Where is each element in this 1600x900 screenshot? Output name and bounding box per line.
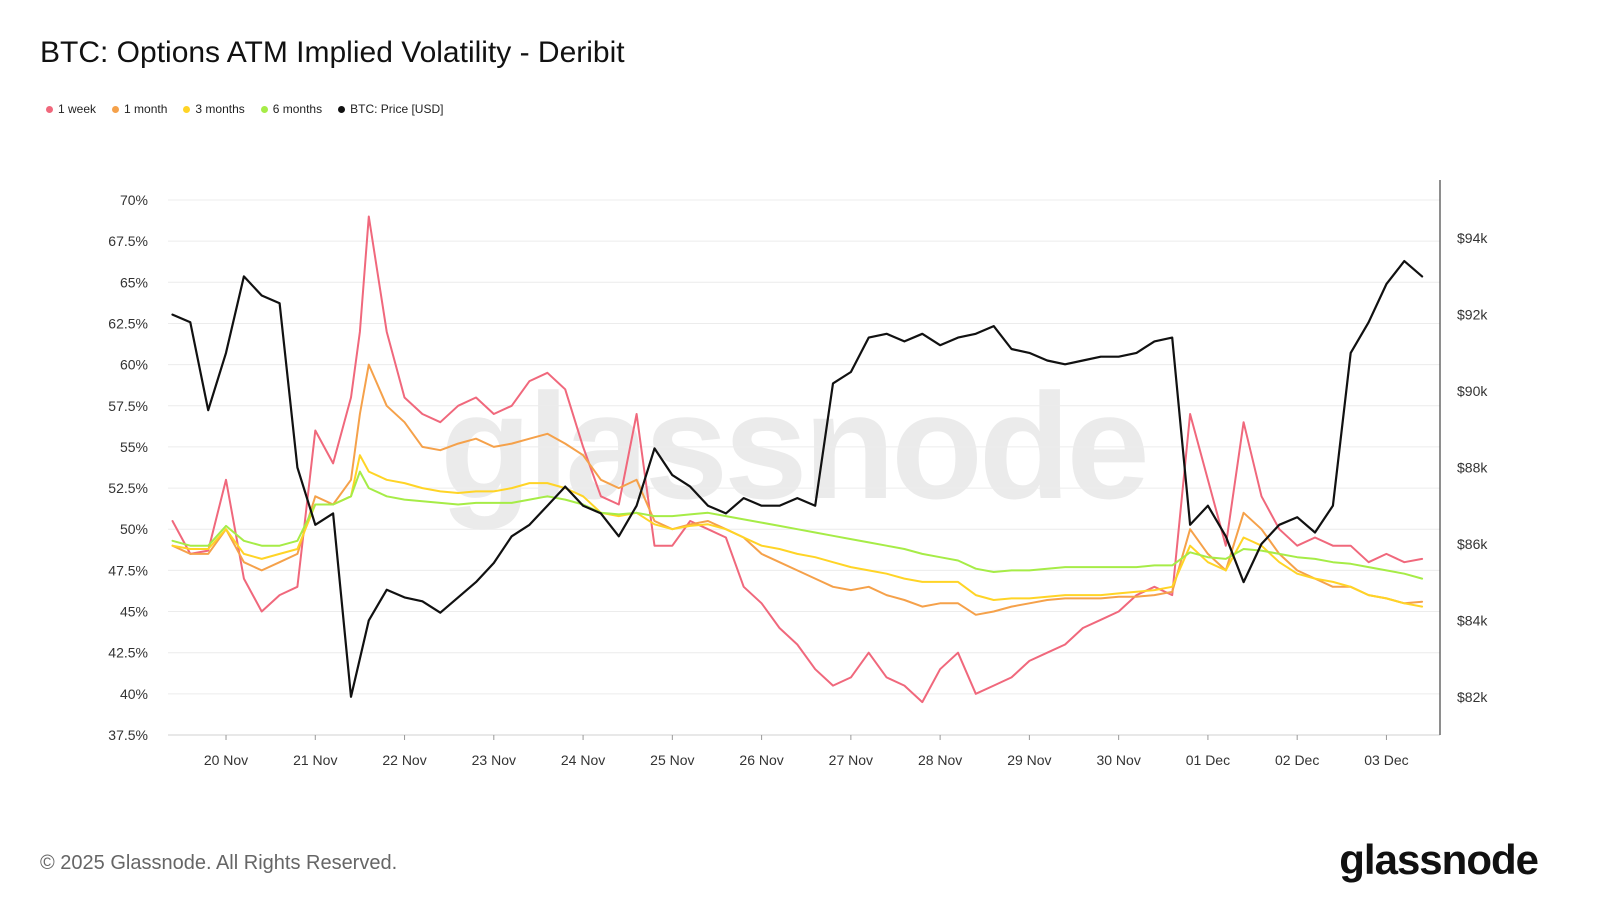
legend-dot-icon <box>46 105 53 113</box>
brand-logo: glassnode <box>1339 836 1539 883</box>
y-left-tick-label: 45% <box>120 604 148 620</box>
legend-dot-icon <box>183 105 191 113</box>
x-tick-label: 27 Nov <box>829 752 873 768</box>
x-tick-label: 28 Nov <box>918 752 962 768</box>
y-left-tick-label: 57.5% <box>108 398 148 414</box>
watermark: glassnode <box>440 362 1150 530</box>
y-right-tick-label: $90k <box>1457 383 1488 399</box>
series-line-6-months <box>171 470 1424 580</box>
x-tick-label: 26 Nov <box>739 752 783 768</box>
x-tick-label: 29 Nov <box>1007 752 1051 768</box>
y-right-tick-label: $82k <box>1457 689 1488 705</box>
y-left-tick-label: 65% <box>120 274 148 290</box>
x-tick-label: 30 Nov <box>1096 752 1140 768</box>
legend-label: BTC: Price [USD] <box>350 102 444 116</box>
x-tick-label: 20 Nov <box>204 752 248 768</box>
y-left-tick-label: 40% <box>120 686 148 702</box>
legend: 1 week 1 month 3 months 6 months BTC: Price … <box>46 102 443 116</box>
x-tick-label: 24 Nov <box>561 752 605 768</box>
y-left-tick-label: 55% <box>120 439 148 455</box>
x-tick-label: 23 Nov <box>472 752 516 768</box>
y-left-tick-label: 37.5% <box>108 727 148 743</box>
x-tick-label: 01 Dec <box>1186 752 1230 768</box>
legend-label: 6 months <box>272 102 323 116</box>
y-left-tick-label: 67.5% <box>108 233 148 249</box>
legend-item[interactable]: 3 months <box>183 102 245 116</box>
legend-label: 1 week <box>58 102 97 116</box>
y-left-tick-label: 52.5% <box>108 480 148 496</box>
x-tick-label: 21 Nov <box>293 752 337 768</box>
y-right-tick-label: $88k <box>1457 460 1488 476</box>
chart-title: BTC: Options ATM Implied Volatility - De… <box>40 36 625 69</box>
y-right-tick-label: $84k <box>1457 612 1488 628</box>
legend-item[interactable]: 6 months <box>260 102 323 116</box>
legend-label: 1 month <box>124 102 168 116</box>
y-left-tick-label: 42.5% <box>108 645 148 661</box>
series-line-3-months <box>171 454 1424 608</box>
copyright-text: © 2025 Glassnode. All Rights Reserved. <box>40 852 398 874</box>
y-right-tick-label: $92k <box>1457 307 1488 323</box>
y-left-tick-label: 60% <box>120 357 148 373</box>
legend-item[interactable]: BTC: Price [USD] <box>338 102 443 116</box>
x-tick-label: 02 Dec <box>1275 752 1319 768</box>
legend-dot-icon <box>338 105 346 113</box>
series-line-1-week <box>171 215 1424 704</box>
x-tick-label: 25 Nov <box>650 752 694 768</box>
y-left-tick-label: 70% <box>120 192 148 208</box>
y-left-tick-label: 62.5% <box>108 315 148 331</box>
legend-item[interactable]: 1 week <box>46 102 96 116</box>
series-line-btc-price-usd <box>171 260 1424 698</box>
legend-dot-icon <box>260 105 268 113</box>
y-right-tick-label: $94k <box>1457 230 1488 246</box>
y-right-tick-label: $86k <box>1457 536 1488 552</box>
legend-label: 3 months <box>195 102 245 116</box>
legend-item[interactable]: 1 month <box>112 102 167 116</box>
y-left-tick-label: 47.5% <box>108 562 148 578</box>
legend-dot-icon <box>112 105 120 113</box>
y-left-tick-label: 50% <box>120 521 148 537</box>
x-tick-label: 03 Dec <box>1364 752 1408 768</box>
x-tick-label: 22 Nov <box>382 752 426 768</box>
